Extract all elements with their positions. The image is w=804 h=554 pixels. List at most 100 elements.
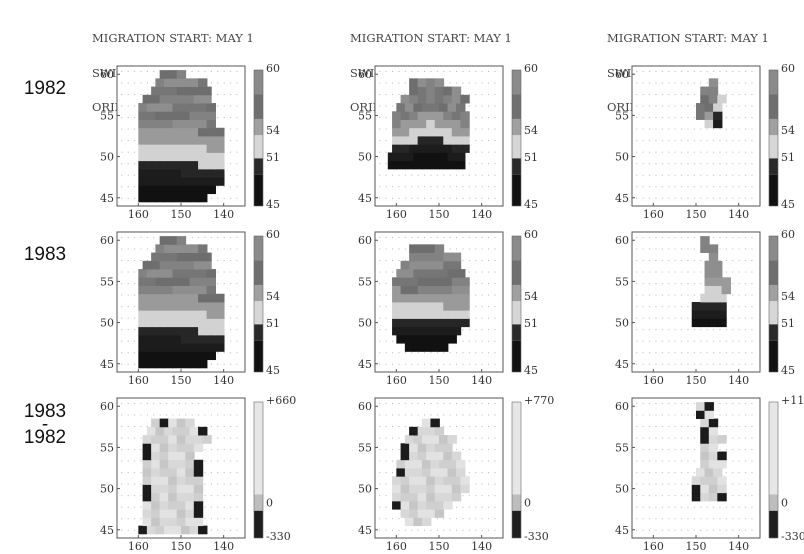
heatmap-cell (155, 285, 165, 295)
heatmap-cell (206, 136, 216, 145)
heatmap-cell (176, 260, 187, 270)
heatmap-cell (138, 293, 148, 303)
colorbar-segment (769, 70, 778, 95)
colorbar-segment (512, 301, 521, 325)
heatmap-cell (426, 293, 436, 303)
heatmap-cell (176, 509, 187, 518)
heatmap-cell (189, 119, 199, 129)
heatmap-cell (696, 468, 706, 477)
heatmap-cell (426, 277, 436, 286)
colorbar-segment (769, 301, 778, 325)
heatmap-cell (155, 185, 165, 195)
heatmap-cell (193, 443, 204, 452)
colorbar-label: 51 (266, 151, 280, 164)
map-panel-2: 45 50 55 60 160 150 140 60 54 51 45 (358, 62, 538, 221)
heatmap-cell (189, 525, 199, 535)
heatmap-cell (392, 310, 402, 319)
heatmap-cell (413, 269, 423, 278)
heatmap-cell (439, 343, 449, 352)
y-tick-label: 50 (615, 151, 629, 164)
heatmap-cell (421, 517, 432, 527)
heatmap-cell (708, 318, 719, 328)
heatmap-cell (691, 492, 702, 502)
heatmap-cell (215, 168, 225, 178)
colorbar-label: 54 (781, 290, 795, 303)
heatmap-cell (172, 334, 182, 344)
heatmap-cell (198, 318, 208, 328)
heatmap-cell (172, 244, 182, 253)
y-tick-label: 55 (358, 441, 372, 454)
heatmap-cell (417, 509, 428, 518)
heatmap-cell (206, 185, 216, 195)
heatmap-cell (392, 484, 402, 494)
heatmap-cell (409, 492, 419, 502)
row-label-difference-bottom: 1982 (23, 427, 67, 448)
heatmap-cell (151, 86, 161, 96)
heatmap-cell (146, 269, 157, 278)
colorbar-segment (769, 340, 778, 372)
heatmap-cell (704, 410, 714, 419)
colorbar-segment (254, 284, 263, 302)
row-label-difference-top: 1983 (23, 401, 67, 422)
heatmap-cell (168, 94, 178, 104)
heatmap-cell (392, 326, 402, 336)
heatmap-cell (404, 435, 415, 444)
heatmap-cell (417, 78, 428, 87)
heatmap-cell (189, 351, 199, 361)
heatmap-cell (409, 94, 419, 104)
heatmap-cell (181, 78, 191, 87)
heatmap-cell (417, 302, 428, 311)
colorbar-label: 0 (266, 497, 273, 510)
y-tick-label: 55 (358, 275, 372, 288)
heatmap-cell (146, 136, 157, 145)
heatmap-cell (447, 160, 457, 170)
heatmap-cell (198, 269, 208, 278)
heatmap-cell (193, 252, 204, 262)
row-label-difference: 1983 - 1982 (0, 402, 90, 448)
heatmap-cell (159, 86, 170, 96)
heatmap-cell (451, 127, 462, 137)
heatmap-cell (413, 468, 423, 477)
heatmap-cell (163, 426, 174, 436)
colorbar-label: 45 (266, 198, 280, 211)
y-tick-label: 60 (100, 234, 114, 247)
heatmap-cells (392, 244, 470, 352)
heatmap-cell (155, 127, 165, 137)
heatmap-cell (713, 277, 723, 286)
y-tick-label: 50 (615, 483, 629, 496)
heatmap-cell (417, 127, 428, 137)
heatmap-cell (146, 119, 157, 129)
heatmap-cell (168, 236, 178, 245)
heatmap-cell (426, 509, 436, 518)
heatmap-cell (142, 517, 152, 527)
colorbar-segment (254, 158, 263, 175)
heatmap-cell (413, 160, 423, 170)
heatmap-cell (163, 310, 174, 319)
heatmap-cell (206, 343, 216, 352)
colorbar-segment (769, 94, 778, 119)
heatmap-cell (443, 144, 453, 153)
heatmap-cell (151, 94, 161, 104)
heatmap-cell (434, 484, 445, 494)
heatmap-cell (443, 86, 453, 96)
heatmap-cell (460, 293, 470, 303)
heatmap-cell (159, 443, 170, 452)
heatmap-cell (168, 435, 178, 444)
heatmap-cell (456, 459, 466, 469)
heatmap-cell (172, 111, 182, 120)
colorbar-segment (512, 510, 521, 538)
heatmap-cell (163, 285, 174, 295)
heatmap-cell (704, 468, 714, 477)
heatmap-cell (163, 127, 174, 137)
heatmap-cell (193, 260, 204, 270)
heatmap-cell (691, 302, 702, 311)
colorbar-label: 51 (524, 317, 538, 330)
heatmap-cell (426, 119, 436, 129)
colorbar-segment (254, 174, 263, 206)
x-tick-label: 150 (686, 208, 707, 221)
heatmap-cell (155, 277, 165, 286)
header-line-start: MIGRATION START: MAY 1 (607, 31, 769, 45)
colorbar-segment (512, 402, 521, 495)
heatmap-cell (421, 343, 432, 352)
heatmap-cell (193, 94, 204, 104)
